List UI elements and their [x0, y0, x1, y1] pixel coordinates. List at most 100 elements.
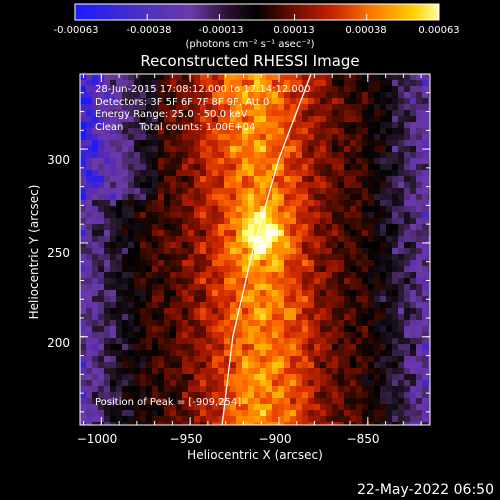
heatmap-pixel	[266, 212, 273, 219]
heatmap-pixel	[218, 332, 225, 339]
heatmap-pixel	[266, 218, 273, 225]
heatmap-pixel	[314, 404, 321, 411]
heatmap-pixel	[332, 236, 339, 243]
heatmap-pixel	[104, 356, 111, 363]
heatmap-pixel	[386, 212, 393, 219]
heatmap-pixel	[290, 248, 297, 255]
heatmap-pixel	[134, 176, 141, 183]
heatmap-pixel	[236, 326, 243, 333]
heatmap-pixel	[122, 374, 129, 381]
heatmap-pixel	[344, 350, 351, 357]
heatmap-pixel	[200, 152, 207, 159]
heatmap-pixel	[314, 398, 321, 405]
heatmap-pixel	[422, 242, 429, 249]
heatmap-pixel	[350, 116, 357, 123]
heatmap-pixel	[416, 110, 423, 117]
heatmap-pixel	[110, 260, 117, 267]
heatmap-pixel	[170, 392, 177, 399]
heatmap-pixel	[356, 254, 363, 261]
heatmap-pixel	[266, 284, 273, 291]
heatmap-pixel	[224, 104, 231, 111]
heatmap-pixel	[146, 200, 153, 207]
heatmap-pixel	[278, 422, 285, 425]
heatmap-pixel	[236, 254, 243, 261]
heatmap-pixel	[122, 104, 129, 111]
heatmap-pixel	[362, 182, 369, 189]
heatmap-pixel	[374, 416, 381, 423]
heatmap-pixel	[188, 350, 195, 357]
heatmap-pixel	[398, 194, 405, 201]
heatmap-pixel	[212, 386, 219, 393]
heatmap-pixel	[416, 86, 423, 93]
heatmap-pixel	[104, 164, 111, 171]
heatmap-pixel	[320, 194, 327, 201]
heatmap-pixel	[188, 242, 195, 249]
heatmap-pixel	[134, 266, 141, 273]
heatmap-pixel	[248, 266, 255, 273]
heatmap-pixel	[410, 104, 417, 111]
heatmap-pixel	[296, 356, 303, 363]
heatmap-pixel	[272, 86, 279, 93]
heatmap-pixel	[92, 362, 99, 369]
heatmap-pixel	[152, 182, 159, 189]
heatmap-pixel	[98, 230, 105, 237]
heatmap-pixel	[332, 242, 339, 249]
heatmap-pixel	[218, 122, 225, 129]
heatmap-pixel	[296, 302, 303, 309]
heatmap-pixel	[320, 74, 327, 81]
heatmap-pixel	[188, 326, 195, 333]
heatmap-pixel	[152, 392, 159, 399]
heatmap-pixel	[230, 104, 237, 111]
heatmap-pixel	[428, 98, 430, 105]
heatmap-pixel	[386, 128, 393, 135]
heatmap-pixel	[392, 80, 399, 87]
heatmap-pixel	[266, 164, 273, 171]
heatmap-pixel	[164, 278, 171, 285]
heatmap-pixel	[404, 416, 411, 423]
heatmap-pixel	[392, 422, 399, 425]
heatmap-pixel	[398, 182, 405, 189]
heatmap-pixel	[386, 278, 393, 285]
heatmap-pixel	[242, 380, 249, 387]
heatmap-pixel	[374, 260, 381, 267]
heatmap-pixel	[218, 278, 225, 285]
heatmap-pixel	[182, 236, 189, 243]
heatmap-pixel	[326, 224, 333, 231]
heatmap-pixel	[212, 224, 219, 231]
heatmap-pixel	[230, 98, 237, 105]
heatmap-pixel	[386, 98, 393, 105]
heatmap-pixel	[428, 128, 430, 135]
heatmap-pixel	[152, 266, 159, 273]
heatmap-pixel	[356, 332, 363, 339]
heatmap-pixel	[128, 404, 135, 411]
heatmap-pixel	[134, 92, 141, 99]
heatmap-pixel	[140, 188, 147, 195]
heatmap-pixel	[254, 422, 261, 425]
heatmap-pixel	[224, 80, 231, 87]
heatmap-pixel	[380, 404, 387, 411]
heatmap-pixel	[122, 74, 129, 81]
heatmap-pixel	[392, 206, 399, 213]
heatmap-pixel	[236, 416, 243, 423]
heatmap-pixel	[374, 188, 381, 195]
heatmap-pixel	[314, 266, 321, 273]
heatmap-pixel	[290, 194, 297, 201]
heatmap-pixel	[80, 152, 87, 159]
heatmap-pixel	[386, 164, 393, 171]
heatmap-pixel	[182, 278, 189, 285]
heatmap-pixel	[140, 272, 147, 279]
heatmap-pixel	[398, 374, 405, 381]
heatmap-pixel	[428, 92, 430, 99]
heatmap-pixel	[422, 416, 429, 423]
heatmap-pixel	[122, 170, 129, 177]
heatmap-pixel	[254, 86, 261, 93]
heatmap-pixel	[422, 272, 429, 279]
heatmap-pixel	[92, 410, 99, 417]
heatmap-pixel	[146, 230, 153, 237]
heatmap-pixel	[242, 146, 249, 153]
heatmap-pixel	[248, 368, 255, 375]
heatmap-pixel	[230, 416, 237, 423]
heatmap-pixel	[332, 260, 339, 267]
heatmap-pixel	[248, 386, 255, 393]
heatmap-pixel	[302, 218, 309, 225]
